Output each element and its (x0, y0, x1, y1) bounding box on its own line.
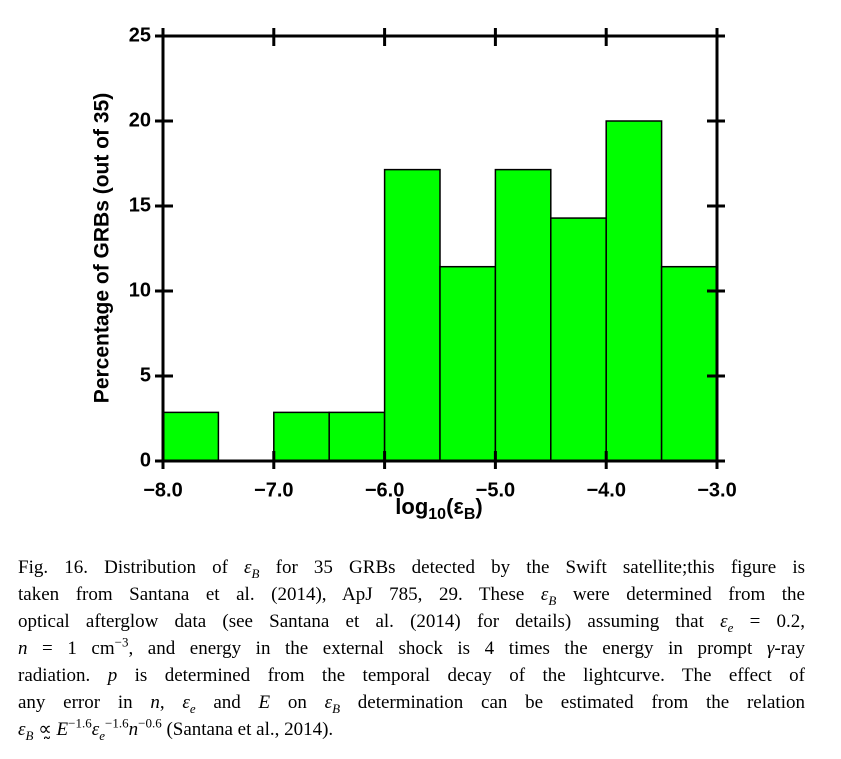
caption-text: B (548, 592, 557, 608)
y-tick-label: 5 (140, 364, 151, 386)
caption-text: = 1 cm (27, 638, 115, 659)
caption-text: -ray (774, 638, 805, 659)
caption-text: e (727, 619, 734, 635)
x-axis-label-part: log (395, 494, 428, 519)
figure-caption: Fig. 16. Distribution of εB for 35 GRBs … (18, 554, 805, 743)
caption-text: ε (720, 611, 728, 632)
bar (273, 411, 330, 462)
x-axis-label-part: B (464, 506, 476, 523)
caption-line: any error in n, εe and E on εB determina… (18, 689, 805, 716)
caption-text: = 0.2, (733, 611, 806, 632)
x-tick-label: −3.0 (697, 479, 736, 501)
plot-frame (161, 34, 719, 463)
y-tick-label: 10 (129, 279, 151, 301)
caption-text: on (270, 692, 325, 713)
bar (383, 168, 441, 462)
bar (660, 265, 718, 462)
caption-text: n (18, 638, 28, 659)
caption-text: and (195, 692, 259, 713)
caption-line: n = 1 cm−3, and energy in the external s… (18, 635, 805, 662)
x-axis-label-part: ) (475, 494, 482, 519)
caption-text: E (56, 719, 69, 740)
bar (605, 120, 663, 462)
y-tick-label: 0 (140, 449, 151, 471)
x-axis-label-part: 10 (428, 506, 446, 523)
y-tick-label: 25 (129, 24, 151, 46)
caption-text: γ (766, 638, 775, 659)
bar (550, 217, 607, 462)
caption-text: e (189, 700, 196, 716)
caption-line: taken from Santana et al. (2014), ApJ 78… (18, 581, 805, 608)
y-tick-label: 20 (129, 109, 151, 131)
bar (162, 411, 220, 462)
caption-text: radiation. (18, 665, 108, 686)
x-axis-label: log10(εB) (395, 494, 482, 523)
caption-text: n (150, 692, 160, 713)
caption-text: −3 (114, 634, 129, 650)
caption-line: Fig. 16. Distribution of εB for 35 GRBs … (18, 554, 805, 581)
caption-text: −1.6 (68, 715, 92, 731)
caption-line: optical afterglow data (see Santana et a… (18, 608, 805, 635)
caption-text: ε (182, 692, 190, 713)
caption-text: n (128, 719, 139, 740)
bar (439, 265, 497, 462)
x-axis-label-part: (ε (446, 494, 464, 519)
caption-text: Fig. 16. Distribution of (18, 557, 245, 578)
caption-text: e (99, 727, 106, 743)
caption-text: (Santana et al., 2014). (161, 719, 334, 740)
caption-text: B (332, 700, 341, 716)
y-tick-label: 15 (129, 194, 151, 216)
caption-text: −1.6 (105, 715, 129, 731)
caption-text: ε (244, 557, 252, 578)
caption-text: −0.6 (138, 715, 162, 731)
x-tick-label: −4.0 (586, 479, 625, 501)
caption-text: B (251, 565, 260, 581)
caption-text: determination can be estimated from the … (340, 692, 805, 713)
caption-text: any error in (18, 692, 151, 713)
x-tick-label: −8.0 (143, 479, 182, 501)
caption-text: for 35 GRBs detected by the Swift satell… (259, 557, 805, 578)
caption-text: were determined from the (556, 584, 805, 605)
caption-text: B (25, 727, 34, 743)
caption-text: , and energy in the external shock is 4 … (128, 638, 767, 659)
caption-text: ε (91, 719, 100, 740)
x-tick-label: −6.0 (365, 479, 404, 501)
caption-text: ε (540, 584, 549, 605)
bar (328, 411, 386, 462)
caption-line: εB ∝̰ E−1.6εe−1.6n−0.6 (Santana et al., … (18, 716, 805, 743)
y-axis-label: Percentage of GRBs (out of 35) (91, 93, 114, 403)
bar (494, 168, 552, 462)
caption-text: ∝̰ (33, 719, 57, 740)
caption-text: E (258, 692, 271, 713)
caption-text: is determined from the temporal decay of… (117, 665, 806, 686)
caption-text: taken from Santana et al. (2014), ApJ 78… (18, 584, 541, 605)
x-tick-label: −5.0 (476, 479, 515, 501)
caption-text: , (159, 692, 183, 713)
caption-text: optical afterglow data (see Santana et a… (18, 611, 721, 632)
caption-text: ε (18, 719, 26, 740)
caption-text: p (107, 665, 118, 686)
caption-line: radiation. p is determined from the temp… (18, 662, 805, 689)
caption-text: ε (324, 692, 333, 713)
x-tick-label: −7.0 (254, 479, 293, 501)
